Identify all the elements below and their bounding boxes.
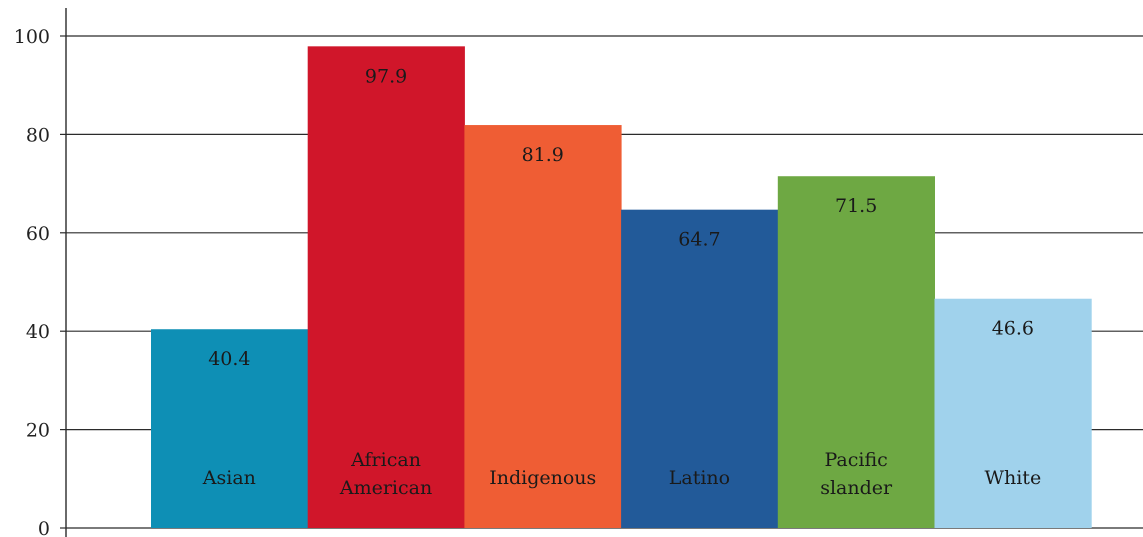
- y-tick-label: 40: [26, 321, 50, 343]
- category-label: White: [984, 467, 1041, 489]
- y-tick-label: 20: [26, 420, 50, 442]
- bar: [151, 329, 309, 528]
- y-tick-label: 100: [14, 26, 50, 48]
- category-label: slander: [820, 477, 893, 499]
- bar-value-label: 97.9: [365, 65, 407, 87]
- category-label: Latino: [669, 467, 730, 489]
- bar: [464, 125, 622, 528]
- y-tick-label: 80: [26, 124, 50, 146]
- y-tick-label: 0: [38, 518, 50, 537]
- bar: [307, 46, 465, 528]
- category-label: Indigenous: [489, 467, 596, 489]
- bar-value-label: 71.5: [835, 195, 877, 217]
- category-label: American: [339, 477, 432, 499]
- y-axis: 0 20 40 60 80 100: [14, 8, 67, 537]
- bar-labels: 40.4 Asian 97.9 African American 81.9 Indigeno…: [202, 65, 1041, 499]
- bar: [934, 298, 1092, 528]
- category-label: Asian: [202, 467, 256, 489]
- category-label: Pacific: [825, 449, 888, 471]
- bar: [777, 176, 935, 528]
- bar: [621, 209, 779, 528]
- category-label: African: [350, 449, 421, 471]
- y-tick-label: 60: [26, 223, 50, 245]
- bars: [151, 46, 1092, 528]
- bar-value-label: 40.4: [208, 348, 250, 370]
- bar-value-label: 64.7: [678, 229, 720, 251]
- bar-value-label: 46.6: [992, 318, 1034, 340]
- bar-value-label: 81.9: [522, 144, 564, 166]
